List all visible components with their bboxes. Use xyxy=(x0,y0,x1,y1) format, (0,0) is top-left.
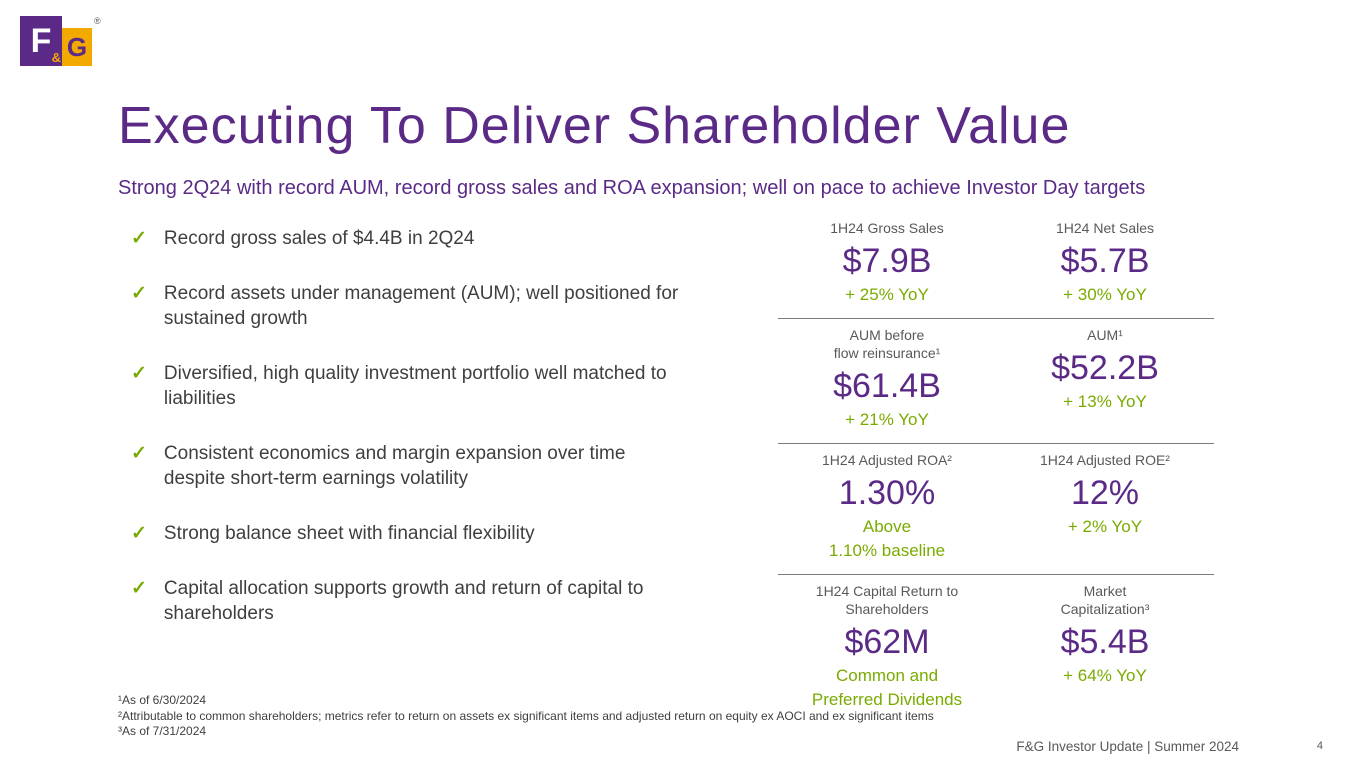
metric-note: + 25% YoY xyxy=(845,285,929,304)
metric-note: Common and Preferred Dividends xyxy=(811,666,963,709)
list-item: ✓ Record gross sales of $4.4B in 2Q24 xyxy=(131,226,686,251)
page-number: 4 xyxy=(1316,740,1323,752)
metric-aum: AUM¹ $52.2B + 13% YoY xyxy=(996,326,1214,432)
logo-letter-g: G xyxy=(66,31,88,62)
metric-row-aum: AUM before flow reinsurance¹ $61.4B + 21… xyxy=(778,319,1214,444)
bullet-list: ✓ Record gross sales of $4.4B in 2Q24 ✓ … xyxy=(131,226,686,656)
footer-text: F&G Investor Update | Summer 2024 xyxy=(1016,739,1239,754)
bullet-text: Diversified, high quality investment por… xyxy=(163,363,667,409)
metric-label: 1H24 Gross Sales xyxy=(830,220,944,236)
metric-value: $61.4B xyxy=(833,367,941,405)
metric-label: 1H24 Adjusted ROA² xyxy=(822,452,952,468)
metric-value: $5.4B xyxy=(1060,623,1150,661)
logo-letter-f: F xyxy=(30,21,52,60)
check-icon: ✓ xyxy=(131,578,147,599)
metric-value: $62M xyxy=(844,623,930,661)
metric-note: + 64% YoY xyxy=(1063,666,1147,685)
metric-note: + 13% YoY xyxy=(1063,392,1147,411)
logo-f-block: F & xyxy=(20,16,62,66)
footnote-1: ¹As of 6/30/2024 xyxy=(118,693,207,707)
list-item: ✓ Record assets under management (AUM); … xyxy=(131,281,686,331)
metric-row-returns: 1H24 Adjusted ROA² 1.30% Above 1.10% bas… xyxy=(778,444,1214,575)
bullet-text: Consistent economics and margin expansio… xyxy=(163,443,626,489)
fg-logo: F & G ® xyxy=(20,16,101,66)
metric-capital-return: 1H24 Capital Return to Shareholders $62M… xyxy=(778,582,996,712)
metric-row-capital: 1H24 Capital Return to Shareholders $62M… xyxy=(778,575,1214,723)
list-item: ✓ Consistent economics and margin expans… xyxy=(131,441,686,491)
check-icon: ✓ xyxy=(131,443,147,464)
metric-label: Market Capitalization³ xyxy=(1060,583,1150,617)
footnote-3: ³As of 7/31/2024 xyxy=(118,724,207,738)
metric-adjusted-roe: 1H24 Adjusted ROE² 12% + 2% YoY xyxy=(996,451,1214,563)
check-icon: ✓ xyxy=(131,228,147,249)
list-item: ✓ Diversified, high quality investment p… xyxy=(131,361,686,411)
check-icon: ✓ xyxy=(131,523,147,544)
metric-label: 1H24 Adjusted ROE² xyxy=(1040,452,1170,468)
logo-g-block: G xyxy=(62,28,92,66)
metric-note: + 21% YoY xyxy=(845,410,929,429)
page-title: Executing To Deliver Shareholder Value xyxy=(118,97,1071,155)
metric-note: + 30% YoY xyxy=(1063,285,1147,304)
metric-aum-before-flow-reinsurance: AUM before flow reinsurance¹ $61.4B + 21… xyxy=(778,326,996,432)
slide-subtitle: Strong 2Q24 with record AUM, record gros… xyxy=(118,177,1146,199)
metric-value: $7.9B xyxy=(842,242,932,280)
metric-value: $5.7B xyxy=(1060,242,1150,280)
footnote-2: ²Attributable to common shareholders; me… xyxy=(118,708,934,723)
metric-label: 1H24 Capital Return to Shareholders xyxy=(815,583,959,617)
metric-adjusted-roa: 1H24 Adjusted ROA² 1.30% Above 1.10% bas… xyxy=(778,451,996,563)
footnotes: ¹As of 6/30/2024 ²Attributable to common… xyxy=(118,693,1018,740)
metric-note: Above 1.10% baseline xyxy=(828,517,946,560)
metrics-panel: 1H24 Gross Sales $7.9B + 25% YoY 1H24 Ne… xyxy=(778,212,1214,723)
list-item: ✓ Strong balance sheet with financial fl… xyxy=(131,521,686,546)
metric-value: $52.2B xyxy=(1051,349,1159,387)
bullet-text: Capital allocation supports growth and r… xyxy=(163,578,644,624)
metric-row-sales: 1H24 Gross Sales $7.9B + 25% YoY 1H24 Ne… xyxy=(778,212,1214,319)
bullet-text: Record gross sales of $4.4B in 2Q24 xyxy=(163,228,475,249)
check-icon: ✓ xyxy=(131,363,147,384)
metric-gross-sales: 1H24 Gross Sales $7.9B + 25% YoY xyxy=(778,219,996,307)
bullet-text: Strong balance sheet with financial flex… xyxy=(163,523,535,544)
metric-net-sales: 1H24 Net Sales $5.7B + 30% YoY xyxy=(996,219,1214,307)
metric-value: 12% xyxy=(1070,474,1140,512)
registered-mark-icon: ® xyxy=(94,16,101,26)
bullet-text: Record assets under management (AUM); we… xyxy=(163,283,679,329)
logo-ampersand: & xyxy=(51,50,61,65)
metric-label: 1H24 Net Sales xyxy=(1055,220,1155,236)
metric-note: + 2% YoY xyxy=(1067,517,1143,536)
metric-label: AUM¹ xyxy=(1087,327,1123,343)
list-item: ✓ Capital allocation supports growth and… xyxy=(131,576,686,626)
metric-label: AUM before flow reinsurance¹ xyxy=(833,327,941,361)
metric-market-cap: Market Capitalization³ $5.4B + 64% YoY xyxy=(996,582,1214,712)
metric-value: 1.30% xyxy=(838,474,936,512)
check-icon: ✓ xyxy=(131,283,147,304)
